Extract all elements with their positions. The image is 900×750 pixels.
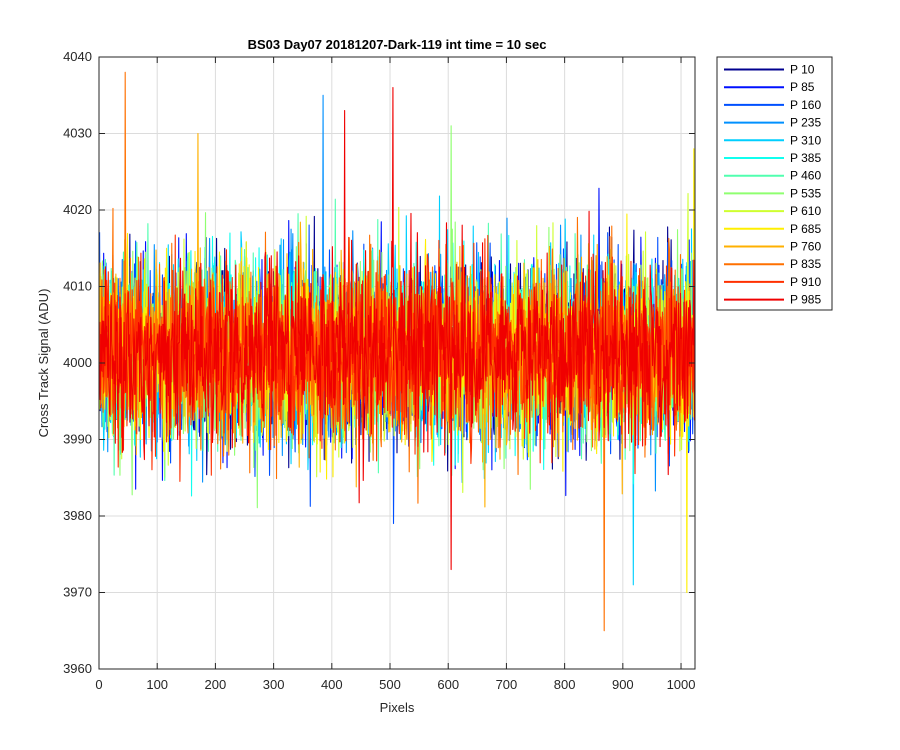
legend-label: P 760 — [790, 240, 821, 254]
legend-label: P 385 — [790, 151, 821, 165]
x-tick-label: 100 — [146, 677, 168, 692]
legend-label: P 610 — [790, 204, 821, 218]
legend-label: P 310 — [790, 133, 821, 147]
y-tick-label: 3990 — [63, 432, 92, 447]
y-tick-label: 3960 — [63, 661, 92, 676]
legend-label: P 685 — [790, 222, 821, 236]
series-line-p985 — [99, 87, 695, 571]
x-tick-label: 800 — [554, 677, 576, 692]
y-tick-label: 4040 — [63, 49, 92, 64]
x-tick-label: 600 — [437, 677, 459, 692]
y-tick-label: 4000 — [63, 355, 92, 370]
legend-label: P 535 — [790, 186, 821, 200]
x-tick-label: 900 — [612, 677, 634, 692]
legend-label: P 835 — [790, 257, 821, 271]
y-tick-label: 3970 — [63, 585, 92, 600]
legend-box — [716, 56, 833, 311]
legend: P 10 P 85 P 160 P 235 P 310 P 385 P 460 P 535 P … — [716, 56, 833, 311]
y-tick-label: 4020 — [63, 202, 92, 217]
legend-label: P 85 — [790, 80, 815, 94]
chart-title: BS03 Day07 20181207-Dark-119 int time = … — [248, 37, 547, 52]
y-tick-label: 4010 — [63, 279, 92, 294]
x-tick-label: 300 — [263, 677, 285, 692]
legend-label: P 235 — [790, 116, 821, 130]
y-tick-label: 3980 — [63, 508, 92, 523]
legend-label: P 985 — [790, 293, 821, 307]
legend-label: P 910 — [790, 275, 821, 289]
x-tick-label: 200 — [205, 677, 227, 692]
x-tick-label: 700 — [496, 677, 518, 692]
series-layer — [99, 71, 695, 632]
y-axis-label: Cross Track Signal (ADU) — [36, 289, 51, 438]
y-tick-label: 4030 — [63, 126, 92, 141]
x-tick-label: 0 — [95, 677, 102, 692]
legend-label: P 160 — [790, 98, 821, 112]
legend-label: P 10 — [790, 63, 815, 77]
x-tick-label: 400 — [321, 677, 343, 692]
x-tick-label: 500 — [379, 677, 401, 692]
x-axis-label: Pixels — [380, 700, 415, 715]
x-tick-label: 1000 — [667, 677, 696, 692]
legend-label: P 460 — [790, 169, 821, 183]
axis-ticks: 0 100 200 300 400 500 600 700 800 900 1000 3960 3970… — [63, 49, 695, 692]
